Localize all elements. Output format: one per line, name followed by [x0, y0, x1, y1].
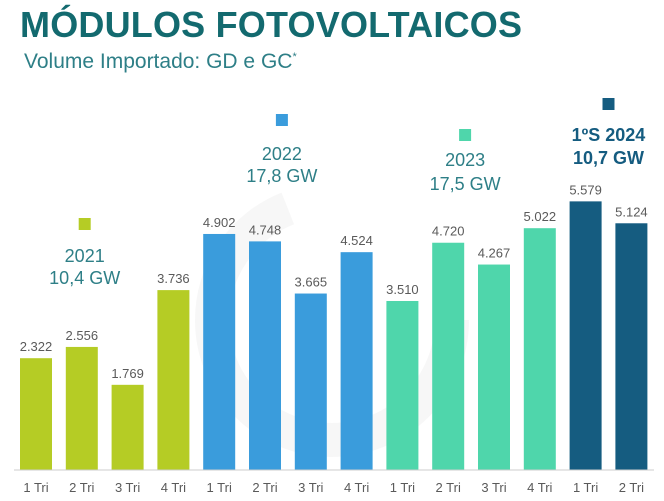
bar	[111, 384, 144, 470]
bar-value-label: 4.267	[478, 246, 511, 261]
bar	[478, 264, 510, 470]
bar	[386, 300, 419, 470]
x-axis-ticks: 1 Tri 2 Tri 3 Tri 4 Tri 1 Tri 2 Tri 3 Tri 4 Tri…	[23, 480, 644, 495]
legend-swatch	[602, 98, 615, 110]
bar-value-label: 3.736	[157, 271, 190, 286]
bar	[569, 201, 602, 470]
year-total-label: 10,7 GW	[573, 148, 644, 168]
x-tick-label: 3 Tri	[298, 480, 323, 495]
bar	[203, 233, 236, 470]
bar-value-label: 3.665	[295, 275, 328, 290]
bar-value-label: 4.720	[432, 224, 465, 239]
bar	[432, 242, 465, 470]
x-tick-label: 3 Tri	[481, 480, 506, 495]
legend-swatch	[78, 218, 91, 230]
year-total-label: 10,4 GW	[49, 268, 120, 288]
x-tick-label: 1 Tri	[390, 480, 415, 495]
x-tick-label: 1 Tri	[573, 480, 598, 495]
bar	[65, 346, 98, 470]
bar-value-label: 5.579	[569, 182, 602, 197]
bar	[249, 241, 281, 470]
x-tick-label: 4 Tri	[161, 480, 186, 495]
bar	[340, 252, 373, 470]
year-label: 2023	[445, 150, 485, 170]
page-title: MÓDULOS FOTOVOLTAICOS	[20, 4, 523, 45]
bar	[615, 223, 648, 470]
subtitle-footnote-mark: *	[292, 51, 297, 63]
year-total-label: 17,5 GW	[430, 174, 501, 194]
bar-value-label: 2.322	[20, 339, 53, 354]
bar-value-label: 3.510	[386, 282, 419, 297]
year-label: 2021	[65, 246, 105, 266]
subtitle-text: Volume Importado: GD e GC	[24, 50, 293, 73]
year-label: 1ºS 2024	[572, 125, 646, 145]
x-tick-label: 2 Tri	[252, 480, 277, 495]
bar-series: 2.322 2.556 1.769 3.736 4.902 4.748 3.665 4.524…	[20, 182, 648, 470]
bar-value-label: 5.124	[615, 204, 648, 219]
bar-value-label: 2.556	[66, 328, 99, 343]
bar-value-label: 5.022	[524, 209, 557, 224]
bar-value-label: 1.769	[111, 366, 144, 381]
bar	[523, 228, 556, 470]
bar-value-label: 4.902	[203, 215, 236, 230]
x-tick-label: 1 Tri	[23, 480, 48, 495]
bar	[157, 290, 190, 470]
x-tick-label: 1 Tri	[207, 480, 232, 495]
x-tick-label: 4 Tri	[527, 480, 552, 495]
x-tick-label: 3 Tri	[115, 480, 140, 495]
legend-swatch	[459, 129, 472, 141]
bar	[294, 293, 327, 470]
bar	[20, 358, 52, 470]
x-tick-label: 2 Tri	[619, 480, 644, 495]
x-tick-label: 4 Tri	[344, 480, 369, 495]
year-total-label: 17,8 GW	[246, 166, 317, 186]
bar-value-label: 4.524	[340, 233, 373, 248]
bar-value-label: 4.748	[249, 222, 282, 237]
x-tick-label: 2 Tri	[436, 480, 461, 495]
page-subtitle: Volume Importado: GD e GC*	[24, 50, 297, 74]
year-label: 2022	[262, 144, 302, 164]
legend-swatch	[275, 114, 288, 126]
x-tick-label: 2 Tri	[69, 480, 94, 495]
